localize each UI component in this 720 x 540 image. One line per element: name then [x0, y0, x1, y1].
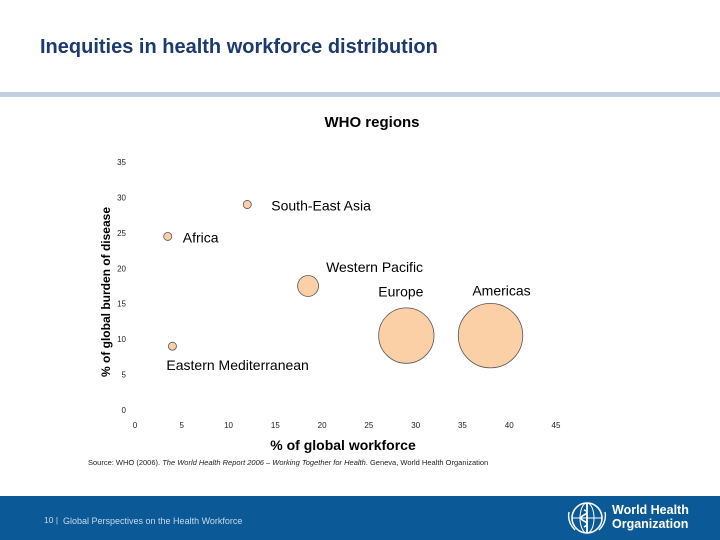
x-axis-label: % of global workforce	[270, 437, 416, 453]
bubble-label: South-East Asia	[271, 198, 371, 214]
bubble-label: Americas	[472, 283, 530, 299]
bubble-chart: WHO regions % of global burden of diseas…	[99, 114, 561, 453]
x-tick-label: 40	[505, 421, 514, 430]
x-tick-label: 45	[552, 421, 561, 430]
bubble-label: Western Pacific	[326, 259, 423, 275]
source-title: The World Health Report 2006 – Working T…	[162, 458, 366, 467]
title-divider	[0, 92, 720, 97]
y-tick-label: 0	[122, 406, 127, 415]
source-prefix: Source: WHO (2006).	[88, 458, 163, 467]
who-logo-text: World Health Organization	[612, 503, 689, 531]
who-emblem-icon	[567, 502, 607, 534]
y-tick-label: 5	[122, 371, 127, 380]
y-tick-label: 15	[117, 300, 126, 309]
bubble-africa	[163, 231, 173, 241]
bubble-western-pacific	[297, 275, 319, 297]
x-tick-label: 25	[364, 421, 373, 430]
y-tick-label: 25	[117, 229, 126, 238]
y-axis-label: % of global burden of disease	[99, 207, 113, 377]
y-tick-label: 35	[117, 158, 126, 167]
chart-title: WHO regions	[324, 114, 419, 131]
bubble-americas	[457, 302, 524, 369]
x-tick-label: 35	[458, 421, 467, 430]
y-tick-label: 20	[117, 264, 126, 273]
source-note: Source: WHO (2006). The World Health Rep…	[88, 458, 488, 467]
y-tick-label: 30	[117, 193, 126, 202]
x-tick-label: 10	[224, 421, 233, 430]
bubble-label: Africa	[183, 229, 219, 245]
footer-bar: 10 | Global Perspectives on the Health W…	[0, 496, 720, 540]
x-tick-label: 20	[318, 421, 327, 430]
bubble-eastern-mediterranean	[167, 341, 177, 351]
x-tick-label: 5	[180, 421, 185, 430]
x-tick-label: 15	[271, 421, 280, 430]
bubble-label: Eastern Mediterranean	[166, 357, 308, 373]
y-tick-label: 10	[117, 335, 126, 344]
x-tick-label: 30	[411, 421, 420, 430]
page-number: 10 |	[44, 515, 59, 525]
x-tick-label: 0	[133, 421, 138, 430]
bubble-label: Europe	[378, 284, 423, 300]
bubble-south-east-asia	[242, 200, 252, 209]
source-suffix: . Geneva, World Health Organization	[365, 458, 489, 467]
footer-text: Global Perspectives on the Health Workfo…	[63, 516, 243, 526]
bubble-europe	[378, 307, 435, 364]
slide-title: Inequities in health workforce distribut…	[40, 36, 438, 58]
